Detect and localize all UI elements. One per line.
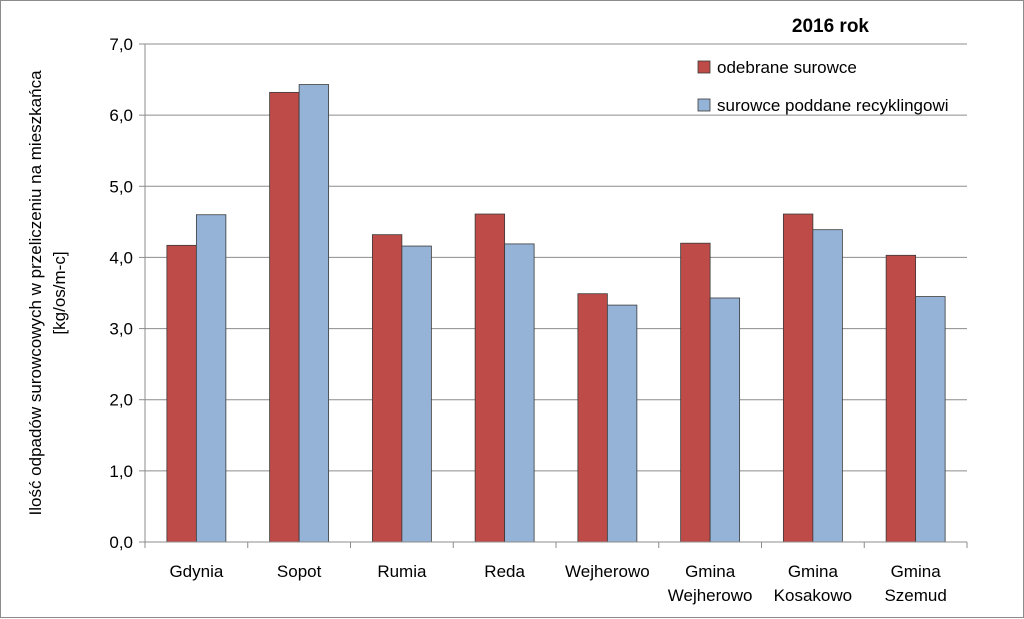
y-tick-label: 7,0 <box>109 35 133 54</box>
legend-label: surowce poddane recyklingowi <box>717 96 949 115</box>
y-tick-label: 5,0 <box>109 177 133 196</box>
x-category-label: Sopot <box>277 562 322 581</box>
x-category-label: Wejherowo <box>565 562 650 581</box>
legend-label: odebrane surowce <box>717 58 857 77</box>
bar-collected <box>577 293 608 543</box>
y-tick-label: 2,0 <box>109 391 133 410</box>
bar-recycled <box>298 84 330 543</box>
y-axis-label-line: [kg/os/m-c] <box>50 251 69 334</box>
x-category-label: Gmina <box>891 562 942 581</box>
bar-collected <box>680 242 711 543</box>
bars <box>166 84 946 543</box>
legend-swatch <box>697 60 711 74</box>
x-category-label: Reda <box>484 562 525 581</box>
bar-recycled <box>401 245 432 543</box>
legend-swatch <box>697 98 711 112</box>
axes <box>139 43 968 548</box>
bar-recycled <box>915 296 946 543</box>
bar-recycled <box>504 243 535 543</box>
bar-collected <box>166 244 197 543</box>
x-category-label: Rumia <box>377 562 427 581</box>
labels: 0,0 1,0 2,0 3,0 4,0 5,0 6,0 7,0 Gdynia Sopot Rumia… <box>26 35 947 605</box>
x-category-label: Wejherowo <box>668 586 753 605</box>
legend: odebrane surowce surowce poddane recyklin… <box>697 58 949 115</box>
x-category-label: Szemud <box>884 586 946 605</box>
y-tick-label: 1,0 <box>109 462 133 481</box>
x-category-label: Gdynia <box>169 562 223 581</box>
y-tick-label: 6,0 <box>109 106 133 125</box>
bar-recycled <box>709 297 741 543</box>
x-category-label: Gmina <box>788 562 839 581</box>
bar-recycled <box>195 214 227 543</box>
bar-collected <box>474 213 506 543</box>
y-axis-label-line: Ilość odpadów surowcowych w przeliczeniu… <box>26 70 45 516</box>
y-axis-label: Ilość odpadów surowcowych w przeliczeniu… <box>26 70 69 516</box>
bar-recycled <box>812 229 843 543</box>
x-category-label: Gmina <box>685 562 736 581</box>
bar-recycled <box>606 304 638 543</box>
x-category-label: Kosakowo <box>774 586 852 605</box>
bar-collected <box>371 234 403 543</box>
chart-title: 2016 rok <box>792 16 870 37</box>
bar-collected <box>269 91 300 543</box>
y-tick-label: 3,0 <box>109 320 133 339</box>
bar-collected <box>885 254 917 543</box>
bar-collected <box>782 213 814 543</box>
y-tick-label: 4,0 <box>109 248 133 267</box>
y-tick-label: 0,0 <box>109 533 133 552</box>
